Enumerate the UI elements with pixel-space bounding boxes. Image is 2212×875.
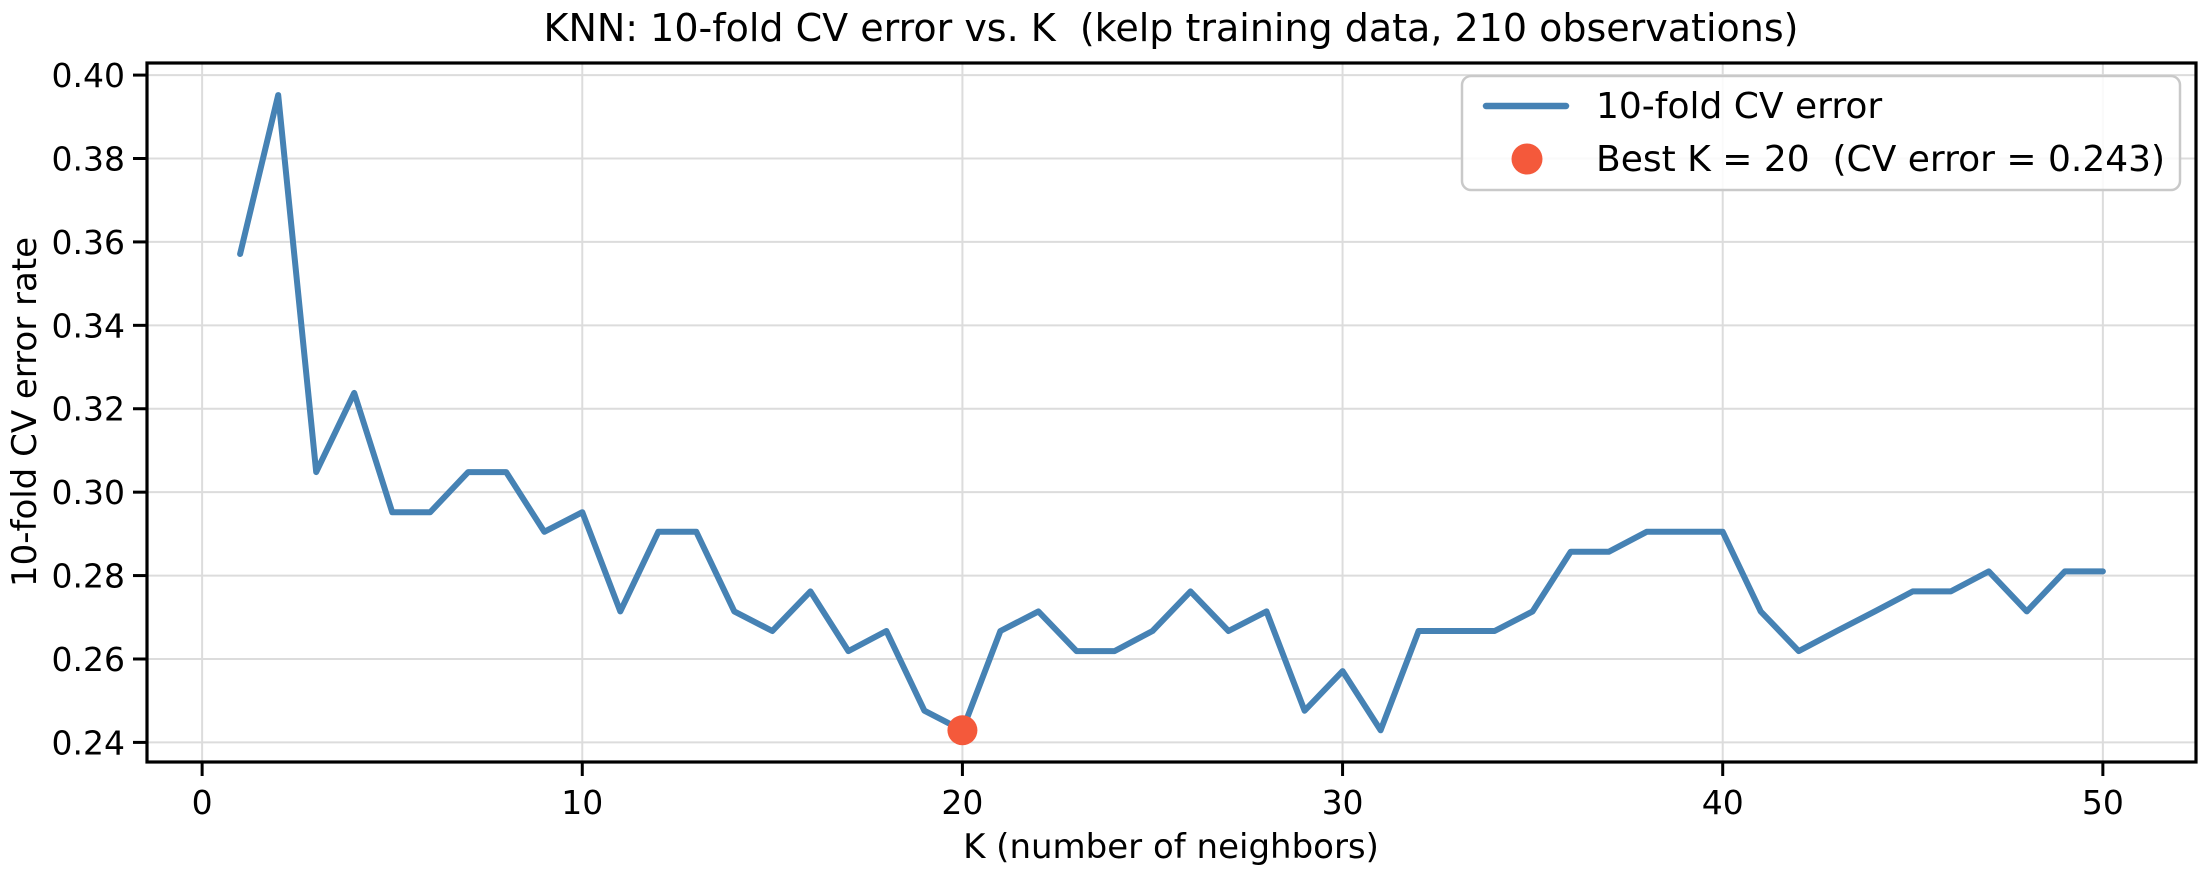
y-tick-label: 0.36: [52, 223, 125, 262]
chart-title: KNN: 10-fold CV error vs. K (kelp traini…: [544, 6, 1799, 50]
cv-error-series: [237, 92, 2106, 746]
y-tick-label: 0.34: [52, 306, 125, 345]
legend-label-cv-error: 10-fold CV error: [1596, 86, 1882, 127]
y-axis-label: 10-fold CV error rate: [5, 237, 45, 587]
axis-ticks: [133, 73, 2105, 776]
cv-error-line: [237, 92, 2106, 734]
x-tick-label: 50: [2082, 783, 2124, 822]
y-tick-label: 0.38: [52, 140, 125, 179]
x-tick-label: 40: [1702, 783, 1744, 822]
x-tick-label: 30: [1322, 783, 1364, 822]
y-tick-label: 0.30: [52, 473, 125, 512]
legend-box: [1460, 74, 2182, 192]
x-axis-label: K (number of neighbors): [963, 827, 1379, 867]
legend: 10-fold CV error Best K = 20 (CV error =…: [1460, 74, 2182, 192]
grid: [147, 63, 2196, 762]
x-tick-label: 20: [941, 783, 983, 822]
y-tick-label: 0.26: [52, 640, 125, 679]
x-tick-label: 10: [561, 783, 603, 822]
legend-label-best-k: Best K = 20 (CV error = 0.243): [1596, 139, 2165, 180]
legend-best-k-dot-icon: [1511, 143, 1543, 175]
y-tick-label: 0.40: [52, 56, 125, 95]
x-tick-label: 0: [192, 783, 213, 822]
axes-frame: [145, 61, 2198, 764]
y-tick-label: 0.28: [52, 557, 125, 596]
y-tick-label: 0.32: [52, 390, 125, 429]
y-tick-label: 0.24: [52, 723, 125, 762]
best-k-point: [947, 715, 978, 746]
axis-tick-labels: 0 10 20 30 40 50 0.24 0.26 0.28 0.30 0.32 0.34 0.36 0…: [52, 56, 2124, 822]
